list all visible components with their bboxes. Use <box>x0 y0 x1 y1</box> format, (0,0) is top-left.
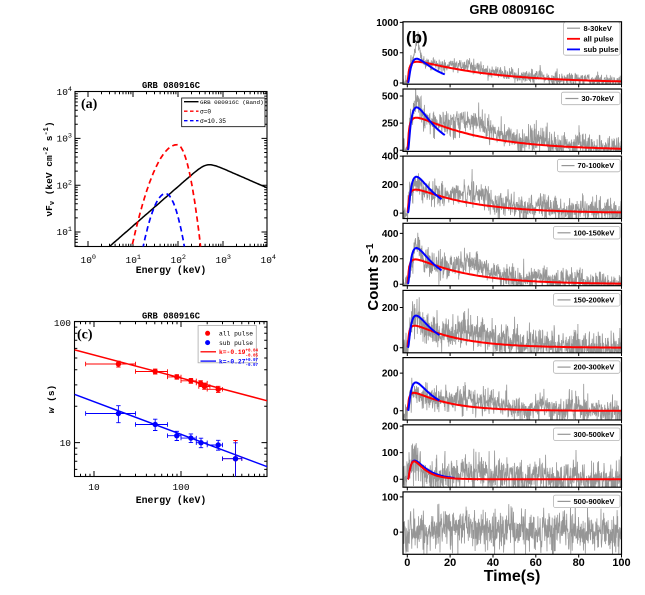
svg-text:sub pulse: sub pulse <box>219 340 253 347</box>
svg-text:0: 0 <box>393 79 399 90</box>
svg-text:-0.07: -0.07 <box>246 364 259 368</box>
svg-text:Energy (keV): Energy (keV) <box>136 265 207 276</box>
svg-text:Energy (keV): Energy (keV) <box>136 495 207 506</box>
svg-text:150-200keV: 150-200keV <box>574 296 615 305</box>
svg-text:250: 250 <box>382 119 399 130</box>
svg-text:νFν (keV cm-2 s-1): νFν (keV cm-2 s-1) <box>43 121 57 216</box>
svg-text:100: 100 <box>382 492 399 503</box>
svg-text:all pulse: all pulse <box>219 331 253 338</box>
svg-text:100: 100 <box>612 557 630 569</box>
svg-text:8-30keV: 8-30keV <box>584 24 612 33</box>
svg-text:w (s): w (s) <box>46 385 57 414</box>
svg-text:Time(s): Time(s) <box>484 568 541 585</box>
svg-text:500: 500 <box>382 92 399 103</box>
svg-text:all pulse: all pulse <box>584 34 614 43</box>
svg-text:300-500keV: 300-500keV <box>574 430 615 439</box>
svg-text:100-150keV: 100-150keV <box>574 228 615 237</box>
svg-text:(b): (b) <box>406 28 428 47</box>
svg-text:σ=10.35: σ=10.35 <box>200 118 226 125</box>
svg-text:0: 0 <box>404 557 410 569</box>
svg-text:0: 0 <box>393 280 399 291</box>
svg-text:k=-0.19+0.04: k=-0.19+0.04 <box>219 349 259 356</box>
svg-text:0: 0 <box>393 406 399 417</box>
svg-text:200: 200 <box>382 254 399 265</box>
svg-text:0: 0 <box>393 528 399 539</box>
svg-text:1000: 1000 <box>376 18 399 29</box>
svg-text:30-70keV: 30-70keV <box>581 94 614 103</box>
svg-text:GRB 080916C: GRB 080916C <box>142 81 201 91</box>
svg-text:GRB 080916C (Band): GRB 080916C (Band) <box>200 99 264 106</box>
svg-text:Count s−1: Count s−1 <box>365 243 382 311</box>
svg-text:200: 200 <box>382 422 399 433</box>
svg-text:20: 20 <box>444 557 456 569</box>
svg-text:(c): (c) <box>77 328 93 343</box>
svg-text:0: 0 <box>393 209 399 220</box>
svg-text:500: 500 <box>382 48 399 59</box>
svg-text:sub pulse: sub pulse <box>584 45 619 54</box>
svg-text:σ=0: σ=0 <box>200 108 211 115</box>
svg-text:70-100keV: 70-100keV <box>578 161 615 170</box>
svg-text:40: 40 <box>487 557 499 569</box>
svg-text:200: 200 <box>382 369 399 380</box>
svg-text:k=-0.27+0.07: k=-0.27+0.07 <box>219 358 259 365</box>
svg-text:0: 0 <box>393 146 399 157</box>
svg-text:GRB 080916C: GRB 080916C <box>469 2 555 17</box>
svg-text:(a): (a) <box>81 97 98 112</box>
svg-text:500-900keV: 500-900keV <box>574 497 615 506</box>
svg-text:-0.05: -0.05 <box>246 355 259 359</box>
svg-text:400: 400 <box>382 229 399 240</box>
svg-text:400: 400 <box>382 152 399 163</box>
svg-text:0: 0 <box>393 475 399 486</box>
svg-text:200: 200 <box>382 303 399 314</box>
svg-text:60: 60 <box>530 557 542 569</box>
svg-text:200-300keV: 200-300keV <box>574 363 615 372</box>
svg-text:GRB 080916C: GRB 080916C <box>142 312 201 322</box>
svg-text:100: 100 <box>172 482 189 493</box>
svg-text:0: 0 <box>393 343 399 354</box>
svg-text:100: 100 <box>54 318 71 329</box>
svg-text:80: 80 <box>573 557 585 569</box>
svg-text:200: 200 <box>382 180 399 191</box>
svg-text:100: 100 <box>382 448 399 459</box>
svg-text:10: 10 <box>60 438 72 449</box>
svg-text:10: 10 <box>88 482 100 493</box>
